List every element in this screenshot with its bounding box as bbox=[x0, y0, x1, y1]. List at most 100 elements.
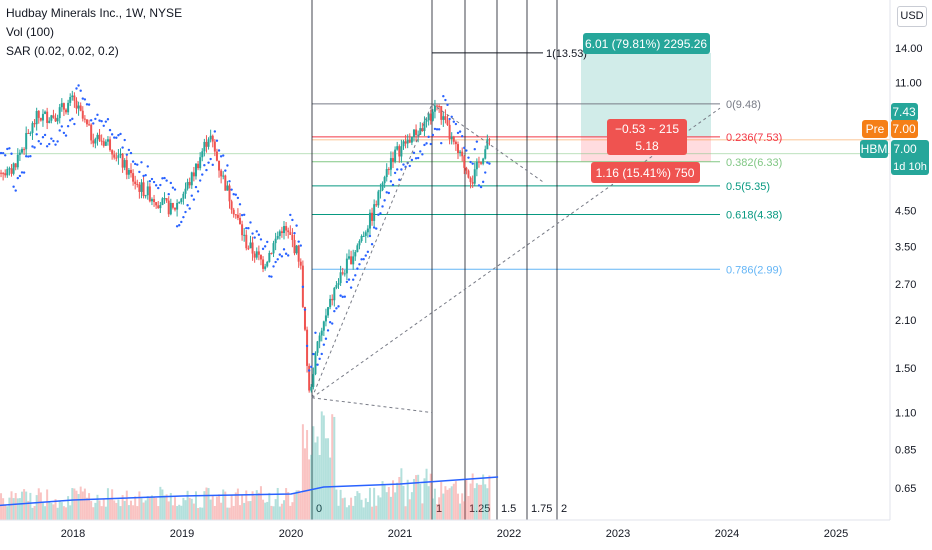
sar-dot bbox=[354, 274, 357, 277]
volume-bar bbox=[396, 482, 399, 520]
sar-dot bbox=[433, 127, 437, 131]
volume-ma-line bbox=[0, 476, 499, 507]
currency-button[interactable]: USD bbox=[897, 6, 927, 27]
volume-bar bbox=[398, 476, 401, 520]
sar-dot bbox=[343, 295, 347, 298]
volume-bar bbox=[381, 481, 384, 520]
sar-dot bbox=[356, 267, 359, 270]
candle-body bbox=[316, 341, 319, 353]
volume-bar bbox=[121, 495, 124, 520]
candle-body bbox=[400, 146, 403, 157]
volume-bar bbox=[406, 479, 409, 520]
sar-dot bbox=[232, 193, 235, 196]
sar-dot bbox=[362, 257, 365, 261]
candle-body bbox=[337, 283, 340, 286]
volume-bar bbox=[23, 489, 26, 520]
axes: 14.0011.009.006.004.503.502.702.101.501.… bbox=[0, 0, 923, 540]
sar-dot bbox=[381, 205, 384, 208]
sar-dot bbox=[303, 308, 307, 311]
candle-body bbox=[482, 158, 485, 164]
volume-bar bbox=[371, 506, 374, 520]
sar-dot bbox=[110, 133, 114, 136]
symbol-title[interactable]: Hudbay Minerals Inc., 1W, NYSE bbox=[6, 6, 183, 20]
volume-bar bbox=[295, 490, 298, 520]
candle-body bbox=[117, 155, 120, 158]
sar-dot bbox=[324, 337, 328, 340]
volume-bar bbox=[375, 505, 378, 520]
sar-dot bbox=[289, 213, 292, 217]
sar-dot bbox=[389, 180, 393, 183]
candle-body bbox=[90, 124, 93, 141]
sar-dot bbox=[400, 168, 403, 171]
sar-dot bbox=[73, 122, 76, 126]
volume-bar bbox=[14, 493, 17, 520]
sar-dot bbox=[435, 128, 439, 131]
fib-time-zones[interactable]: 0 1 1.25 1.5 1.75 2 bbox=[311, 0, 567, 520]
volume-bar bbox=[155, 497, 158, 520]
candle-body bbox=[148, 186, 151, 202]
volume-bar bbox=[421, 503, 424, 520]
volume-bar bbox=[473, 488, 476, 520]
candle-body bbox=[113, 154, 116, 158]
volume-bar bbox=[16, 498, 19, 520]
candle-body bbox=[163, 198, 166, 200]
trend-lines[interactable] bbox=[311, 103, 721, 414]
candle-body bbox=[111, 150, 114, 155]
volume-bar bbox=[337, 505, 340, 520]
volume-bar bbox=[48, 501, 51, 520]
chart-legend[interactable]: Hudbay Minerals Inc., 1W, NYSE Vol (100)… bbox=[6, 4, 182, 61]
candle-body bbox=[65, 109, 68, 113]
sar-dot bbox=[375, 227, 378, 230]
candle-body bbox=[46, 111, 49, 123]
sar-dot bbox=[14, 189, 17, 192]
sar-dot bbox=[486, 161, 489, 164]
candle-body bbox=[83, 118, 86, 120]
candle-body bbox=[381, 183, 384, 191]
sar-dot bbox=[328, 321, 332, 324]
sar-indicator-label[interactable]: SAR (0.02, 0.02, 0.2) bbox=[6, 44, 119, 58]
sar-dot bbox=[450, 115, 453, 118]
candle-body bbox=[444, 116, 447, 121]
volume-bar bbox=[446, 489, 449, 520]
candle-body bbox=[289, 232, 292, 235]
volume-bar bbox=[142, 502, 145, 520]
volume-bar bbox=[358, 493, 361, 520]
candle-body bbox=[320, 330, 323, 336]
volume-bar bbox=[429, 473, 432, 520]
sar-dot bbox=[6, 147, 9, 151]
candle-body bbox=[134, 181, 137, 185]
sar-dot bbox=[87, 103, 91, 106]
candle-body bbox=[308, 365, 311, 391]
volume-bar bbox=[213, 505, 216, 520]
sar-dot bbox=[50, 137, 53, 140]
candle-body bbox=[54, 117, 57, 122]
volume-bar bbox=[333, 416, 336, 520]
volume-bar bbox=[44, 506, 47, 520]
volume-bar bbox=[220, 502, 223, 520]
candle-body bbox=[362, 235, 365, 237]
stop-label: 1.16 (15.41%) 750 bbox=[596, 166, 695, 180]
volume-bars bbox=[0, 411, 491, 520]
volume-bar bbox=[119, 506, 122, 520]
volume-bar bbox=[285, 488, 288, 520]
volume-bar bbox=[310, 454, 313, 520]
sar-dot bbox=[0, 151, 3, 155]
volume-bar bbox=[289, 505, 292, 520]
volume-indicator-label[interactable]: Vol (100) bbox=[6, 25, 55, 39]
sar-dot bbox=[43, 133, 47, 137]
sar-dot bbox=[117, 134, 120, 137]
volume-bar bbox=[287, 492, 290, 520]
candle-body bbox=[274, 238, 277, 244]
volume-bar bbox=[306, 430, 309, 520]
time-zone-label: 2 bbox=[561, 503, 567, 515]
sar-dot bbox=[412, 151, 416, 155]
sar-dot bbox=[305, 344, 309, 348]
sar-dot bbox=[387, 191, 391, 195]
sar-dot bbox=[293, 231, 296, 235]
sar-dot bbox=[66, 125, 70, 128]
volume-bar bbox=[469, 483, 472, 520]
position-info-label: −0.53 ~ 215 bbox=[615, 122, 679, 136]
sar-dot bbox=[391, 183, 395, 187]
pre-market-price-box bbox=[891, 120, 918, 138]
